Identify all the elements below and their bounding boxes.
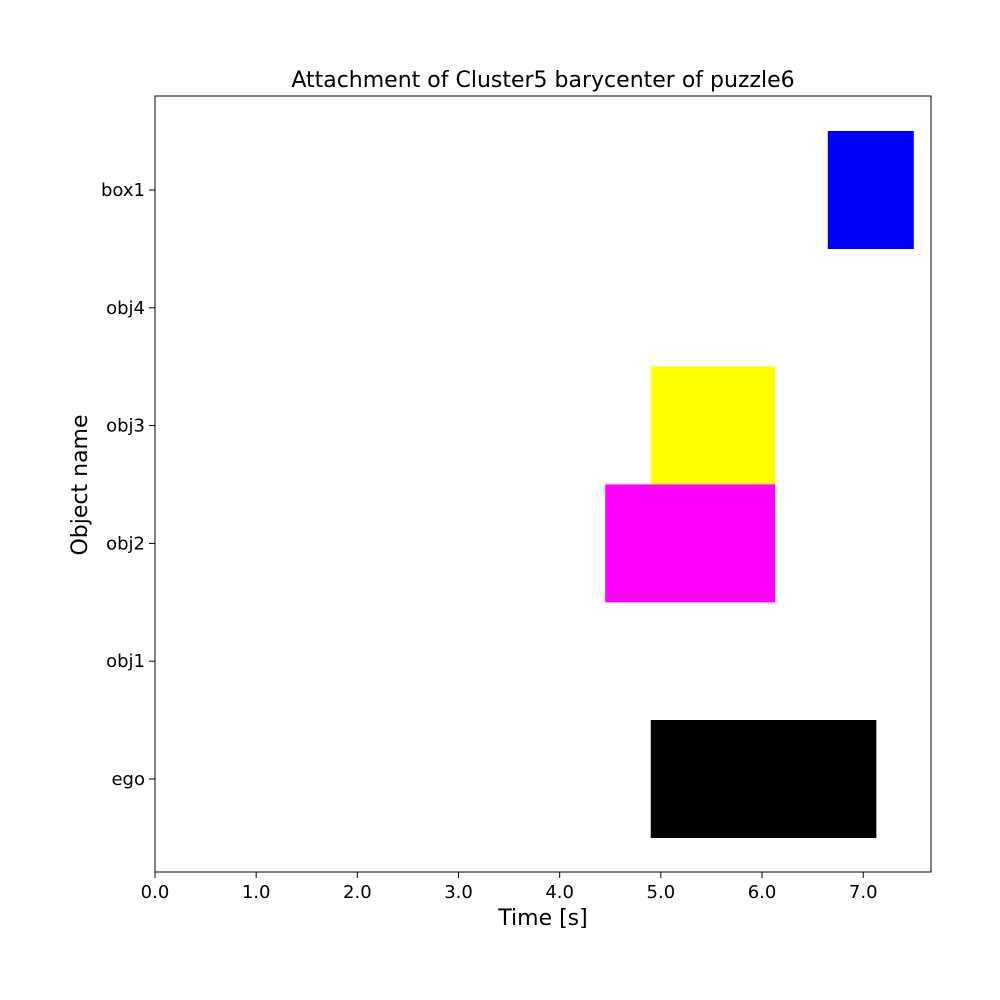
interval-bar-obj2 (605, 484, 776, 603)
x-tick-label: 5.0 (647, 882, 676, 903)
y-tick-label-obj2: obj2 (106, 533, 145, 554)
y-tick-label-obj4: obj4 (106, 298, 145, 319)
x-tick-label: 7.0 (849, 882, 878, 903)
y-tick-label-obj3: obj3 (106, 416, 145, 437)
plot-area (154, 95, 932, 873)
interval-bar-obj3 (650, 366, 776, 485)
x-tick-label: 6.0 (748, 882, 777, 903)
chart-title: Attachment of Cluster5 barycenter of puz… (291, 68, 794, 93)
x-tick-label: 0.0 (141, 882, 170, 903)
x-axis: 0.0 1.0 2.0 3.0 4.0 5.0 6.0 7.0 (141, 872, 878, 903)
x-axis-label: Time [s] (497, 906, 587, 931)
x-tick-label: 4.0 (545, 882, 574, 903)
interval-bar-box1 (827, 131, 914, 249)
x-tick-label: 1.0 (242, 882, 271, 903)
y-tick-label-box1: box1 (101, 180, 145, 201)
y-tick-label-obj1: obj1 (106, 651, 145, 672)
y-axis-label: Object name (68, 414, 93, 555)
y-axis: ego obj1 obj2 obj3 obj4 box1 (101, 180, 155, 790)
plot-frame (154, 95, 932, 873)
x-tick-label: 3.0 (444, 882, 473, 903)
x-tick-label: 2.0 (343, 882, 372, 903)
interval-bar-ego (650, 720, 877, 838)
y-tick-label-ego: ego (111, 769, 145, 790)
